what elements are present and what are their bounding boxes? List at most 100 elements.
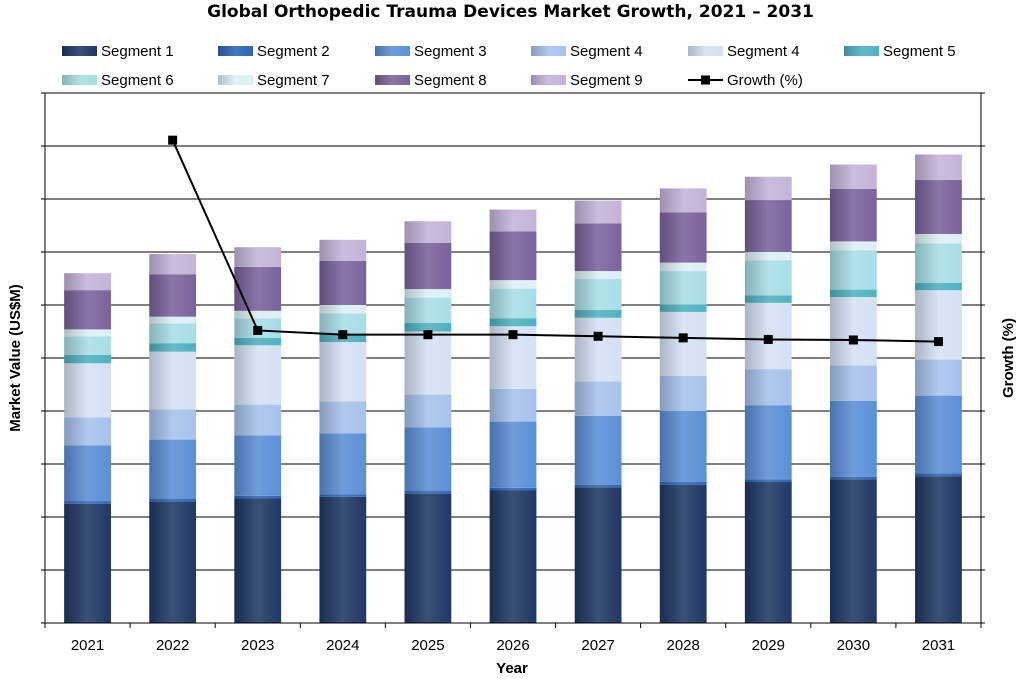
x-tick-label: 2024 xyxy=(326,637,359,654)
bar-segment xyxy=(404,491,452,494)
growth-marker xyxy=(678,333,688,343)
growth-marker xyxy=(338,330,348,340)
bar-stack-2023 xyxy=(234,247,282,623)
bar-segment xyxy=(489,288,537,319)
x-tick-label: 2026 xyxy=(496,637,529,654)
bar-segment xyxy=(489,487,537,491)
bar-segment xyxy=(915,473,962,477)
bar-segment xyxy=(659,311,707,377)
bar-segment xyxy=(64,501,111,504)
bar-segment xyxy=(489,421,537,488)
legend-swatch xyxy=(62,46,97,56)
bar-segment xyxy=(489,318,537,327)
bar-segment xyxy=(744,369,792,406)
bar-segment xyxy=(915,290,962,360)
legend-item-growth: Growth (%) xyxy=(688,72,803,89)
bar-segment xyxy=(744,176,792,201)
bar-segment xyxy=(744,479,792,483)
bar-segment xyxy=(404,331,452,395)
bar-segment xyxy=(64,354,111,364)
bar-stack-2021 xyxy=(64,273,111,623)
chart-title: Global Orthopedic Trauma Devices Market … xyxy=(207,2,814,22)
bar-segment xyxy=(149,439,197,499)
bar-segment xyxy=(319,342,367,402)
growth-line-layer xyxy=(168,135,943,347)
bar-segment xyxy=(744,260,792,296)
growth-marker xyxy=(423,330,433,340)
x-axis-title: Year xyxy=(496,660,528,677)
bar-segment xyxy=(319,496,367,623)
y2-axis-title: Growth (%) xyxy=(1000,318,1017,398)
bar-segment xyxy=(829,164,877,189)
bar-segment xyxy=(149,501,197,623)
bar-segment xyxy=(915,233,962,244)
x-tick-label: 2025 xyxy=(411,637,444,654)
legend-swatch xyxy=(218,75,253,85)
bar-segment xyxy=(915,359,962,396)
bar-segment xyxy=(574,487,622,623)
bar-segment xyxy=(574,223,622,272)
bar-segment xyxy=(574,309,622,318)
bar-segment xyxy=(149,316,197,324)
bar-segment xyxy=(915,243,962,283)
bar-segment xyxy=(64,336,111,355)
bar-segment xyxy=(829,289,877,298)
bar-segment xyxy=(64,329,111,337)
x-tick-label: 2021 xyxy=(71,637,104,654)
bar-segment xyxy=(149,323,197,344)
bar-segment xyxy=(915,395,962,474)
bar-segment xyxy=(915,476,962,623)
bar-segment xyxy=(574,317,622,382)
bar-segment xyxy=(149,351,197,410)
bar-segment xyxy=(574,484,622,488)
bar-segment xyxy=(489,209,537,232)
bar-segment xyxy=(659,262,707,272)
bar-segment xyxy=(744,200,792,252)
x-tick-label: 2023 xyxy=(241,637,274,654)
bar-segment xyxy=(404,242,452,290)
x-tick-label: 2027 xyxy=(581,637,614,654)
legend-item-6: Segment 5 xyxy=(844,43,956,60)
legend-swatch xyxy=(844,46,879,56)
bar-segment xyxy=(659,482,707,485)
legend-item-10: Segment 9 xyxy=(531,72,643,89)
legend-label: Segment 4 xyxy=(570,43,643,60)
x-tick-label: 2022 xyxy=(156,637,189,654)
bar-segment xyxy=(829,297,877,366)
legend-label: Segment 6 xyxy=(101,72,174,89)
bar-stacks xyxy=(64,154,962,623)
bar-segment xyxy=(64,503,111,623)
bar-segment xyxy=(319,401,367,434)
growth-marker xyxy=(593,331,603,341)
bar-segment xyxy=(149,254,197,275)
bar-segment xyxy=(64,445,111,502)
bar-segment xyxy=(574,415,622,485)
x-tick-label: 2031 xyxy=(922,637,955,654)
growth-line xyxy=(171,139,939,343)
bar-segment xyxy=(659,212,707,263)
bar-segment xyxy=(829,476,877,480)
growth-marker xyxy=(168,135,178,145)
bar-segment xyxy=(574,279,622,310)
bar-segment xyxy=(319,239,367,262)
bar-segment xyxy=(319,261,367,305)
legend-swatch xyxy=(62,75,97,85)
bar-segment xyxy=(489,280,537,289)
bar-segment xyxy=(659,376,707,411)
bar-segment xyxy=(149,498,197,502)
bar-segment xyxy=(659,304,707,312)
legend-item-8: Segment 7 xyxy=(218,72,330,89)
x-tick-label: 2030 xyxy=(837,637,870,654)
legend-swatch xyxy=(375,46,410,56)
legend-item-1: Segment 1 xyxy=(62,43,174,60)
bar-segment xyxy=(829,241,877,251)
legend-label: Segment 8 xyxy=(414,72,487,89)
bar-stack-2029 xyxy=(744,176,792,623)
bar-segment xyxy=(574,381,622,416)
legend-swatch xyxy=(688,46,723,56)
bar-segment xyxy=(149,343,197,352)
bar-segment xyxy=(574,200,622,224)
x-tick-label: 2028 xyxy=(666,637,699,654)
legend-label: Segment 1 xyxy=(101,43,174,60)
